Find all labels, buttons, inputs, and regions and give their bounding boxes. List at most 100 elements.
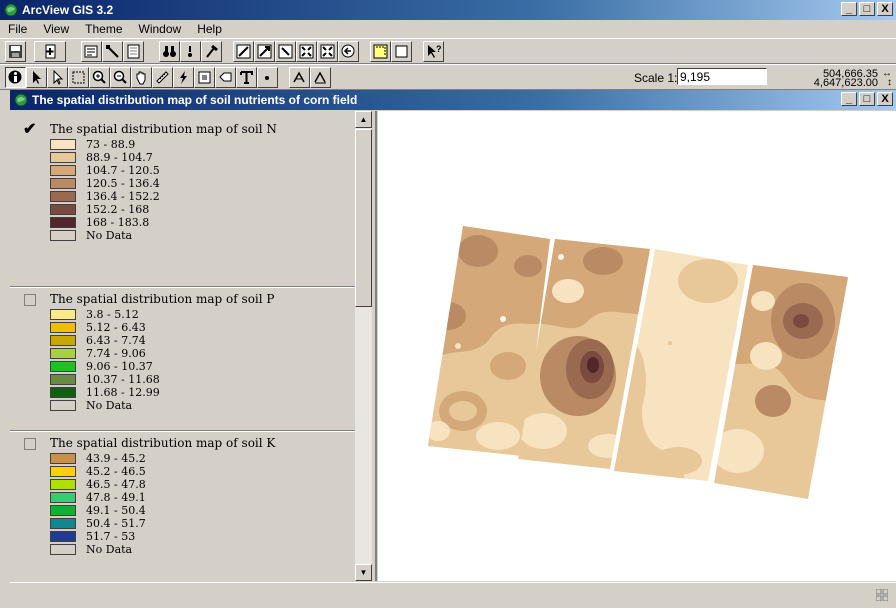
zoom-out-button[interactable]: [317, 41, 338, 62]
snap-icon: [293, 71, 305, 83]
edit-legend-button[interactable]: [102, 41, 123, 62]
properties-icon: [84, 45, 98, 58]
zoom-out-tool[interactable]: [110, 67, 131, 88]
label-tool[interactable]: [215, 67, 236, 88]
pan-tool[interactable]: [131, 67, 152, 88]
toc-scrollbar[interactable]: ▲ ▼: [355, 111, 372, 581]
legend-swatch: [50, 387, 76, 398]
legend-swatch: [50, 230, 76, 241]
theme-k-title: The spatial distribution map of soil K: [50, 436, 276, 450]
map-display[interactable]: [378, 111, 896, 581]
legend-swatch: [50, 400, 76, 411]
legend-label: 152.2 - 168: [86, 203, 150, 216]
menu-file[interactable]: File: [8, 22, 28, 36]
legend-swatch: [50, 348, 76, 359]
ruler-icon: [156, 71, 169, 84]
theme-visibility-checkbox[interactable]: [24, 438, 36, 450]
legend-label: 49.1 - 50.4: [86, 504, 146, 517]
snap-tool[interactable]: [289, 67, 310, 88]
legend-label: 168 - 183.8: [86, 216, 150, 229]
scale-input[interactable]: [677, 68, 767, 85]
checkmark-icon[interactable]: ✔: [23, 121, 37, 138]
clear-selected-button[interactable]: [391, 41, 412, 62]
menu-view[interactable]: View: [43, 22, 70, 36]
view-maximize-button[interactable]: □: [859, 92, 875, 106]
save-project-button[interactable]: [5, 41, 26, 62]
legend-swatch: [50, 544, 76, 555]
legend-label: 43.9 - 45.2: [86, 452, 146, 465]
scroll-down-button[interactable]: ▼: [355, 564, 372, 581]
identify-tool[interactable]: [5, 67, 26, 88]
view-title-bar[interactable]: The spatial distribution map of soil nut…: [10, 90, 896, 110]
open-theme-table-button[interactable]: [123, 41, 144, 62]
clear-selection-icon: [395, 45, 408, 58]
select-feature-tool[interactable]: [68, 67, 89, 88]
theme-n[interactable]: ✔ The spatial distribution map of soil N…: [10, 111, 364, 283]
theme-properties-button[interactable]: [81, 41, 102, 62]
draw-point-tool[interactable]: [257, 67, 278, 88]
query-builder-button[interactable]: [201, 41, 222, 62]
select-box-icon: [72, 71, 85, 84]
hammer-icon: [206, 44, 218, 58]
pointer-tool[interactable]: [26, 67, 47, 88]
lightning-icon: [180, 71, 187, 84]
theme-p[interactable]: The spatial distribution map of soil P 3…: [10, 289, 364, 431]
theme-k[interactable]: The spatial distribution map of soil K 4…: [10, 433, 364, 581]
menu-theme[interactable]: Theme: [85, 22, 123, 36]
coordinate-x-readout: 504,666.35: [822, 68, 878, 80]
zoom-previous-button[interactable]: [338, 41, 359, 62]
view-close-button[interactable]: X: [877, 92, 893, 106]
zoom-to-selected-button[interactable]: [275, 41, 296, 62]
menu-help[interactable]: Help: [197, 22, 222, 36]
locate-address-button[interactable]: [180, 41, 201, 62]
maximize-button[interactable]: □: [859, 2, 875, 16]
table-of-contents: ✔ The spatial distribution map of soil N…: [10, 111, 377, 581]
view-minimize-button[interactable]: _: [841, 92, 857, 106]
app-title: ArcView GIS 3.2: [22, 3, 114, 17]
arcview-globe-icon[interactable]: [4, 3, 18, 17]
zoom-to-full-extent-button[interactable]: [233, 41, 254, 62]
view-document-window: The spatial distribution map of soil nut…: [10, 90, 896, 607]
legend-swatch: [50, 204, 76, 215]
minimize-button[interactable]: _: [841, 2, 857, 16]
vertex-edit-tool[interactable]: [47, 67, 68, 88]
menu-bar: File View Theme Window Help: [0, 20, 896, 38]
legend-label: No Data: [86, 229, 133, 242]
zoom-previous-icon: [341, 44, 355, 58]
magnifier-minus-icon: [113, 70, 127, 84]
text-tool[interactable]: [236, 67, 257, 88]
coordinate-y-readout: 4,647,623.00: [813, 77, 878, 89]
legend-swatch: [50, 178, 76, 189]
snap-interactive-tool[interactable]: [310, 67, 331, 88]
zoom-to-active-themes-button[interactable]: [254, 41, 275, 62]
zoom-in-tool[interactable]: [89, 67, 110, 88]
vertical-arrow-icon: ↕: [887, 77, 892, 88]
theme-divider: [10, 286, 364, 288]
resize-grip-icon[interactable]: [876, 589, 888, 601]
zoom-in-button[interactable]: [296, 41, 317, 62]
legend-label: 104.7 - 120.5: [86, 164, 160, 177]
scroll-thumb[interactable]: [355, 129, 372, 307]
area-of-interest-icon: [198, 71, 211, 84]
select-features-button[interactable]: [370, 41, 391, 62]
legend-label: No Data: [86, 543, 133, 556]
close-button[interactable]: X: [877, 2, 893, 16]
app-window-controls: _ □ X: [841, 2, 893, 16]
add-theme-button[interactable]: [34, 41, 66, 62]
menu-window[interactable]: Window: [138, 22, 182, 36]
theme-visibility-checkbox[interactable]: [24, 294, 36, 306]
legend-label: 7.74 - 9.06: [86, 347, 146, 360]
find-button[interactable]: [159, 41, 180, 62]
measure-tool[interactable]: [152, 67, 173, 88]
hand-icon: [136, 71, 146, 85]
vertex-pointer-icon: [53, 70, 64, 85]
help-button[interactable]: ?: [423, 41, 444, 62]
area-of-interest-tool[interactable]: [194, 67, 215, 88]
label-icon: [219, 72, 232, 82]
scroll-up-button[interactable]: ▲: [355, 111, 372, 128]
theme-divider: [10, 430, 364, 432]
zoom-selected-icon: [278, 44, 293, 59]
hot-link-tool[interactable]: [173, 67, 194, 88]
info-icon: [8, 70, 22, 84]
legend-label: 73 - 88.9: [86, 138, 136, 151]
